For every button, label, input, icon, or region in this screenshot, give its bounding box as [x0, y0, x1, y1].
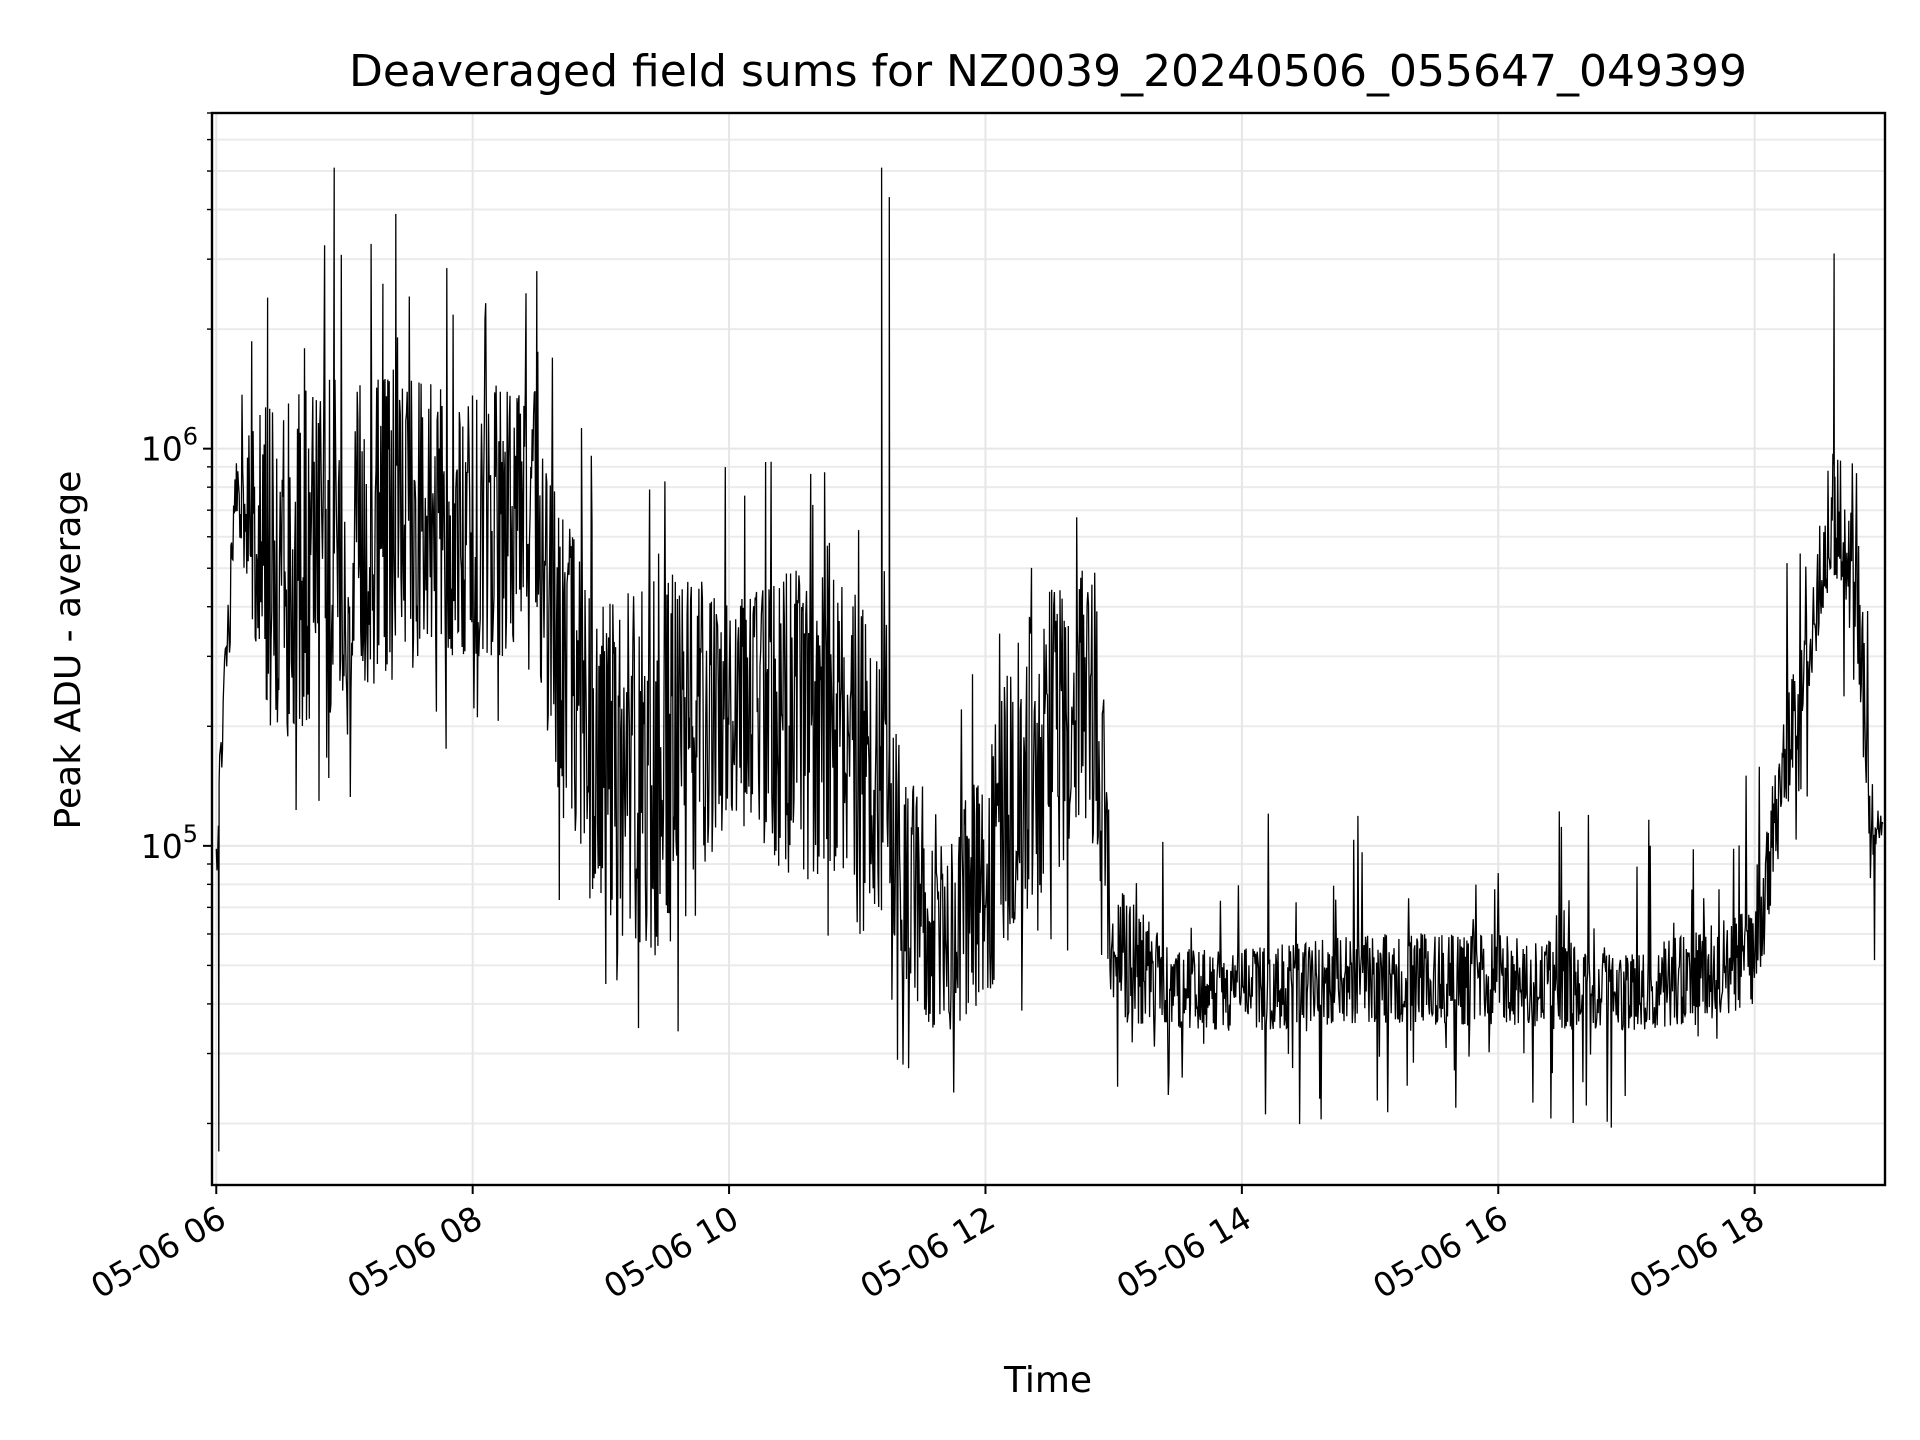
- x-tick-label: 05-06 12: [853, 1198, 1001, 1306]
- x-tick-label: 05-06 10: [597, 1198, 745, 1306]
- x-tick-label: 05-06 16: [1366, 1198, 1514, 1306]
- plot-frame: [210, 111, 1887, 1187]
- y-tick-label: 106: [141, 423, 198, 469]
- series-line: [215, 167, 1884, 1152]
- x-axis-label: Time: [1003, 1360, 1092, 1401]
- y-axis-label: Peak ADU - average: [48, 471, 89, 830]
- plot-area: [215, 167, 1884, 1152]
- x-tick-label: 05-06 18: [1623, 1198, 1771, 1306]
- x-tick-label: 05-06 06: [84, 1198, 232, 1306]
- y-tick-label: 105: [141, 820, 198, 866]
- x-tick-label: 05-06 14: [1110, 1198, 1258, 1306]
- x-tick-label: 05-06 08: [341, 1198, 489, 1306]
- chart-title: Deaveraged field sums for NZ0039_2024050…: [349, 46, 1747, 97]
